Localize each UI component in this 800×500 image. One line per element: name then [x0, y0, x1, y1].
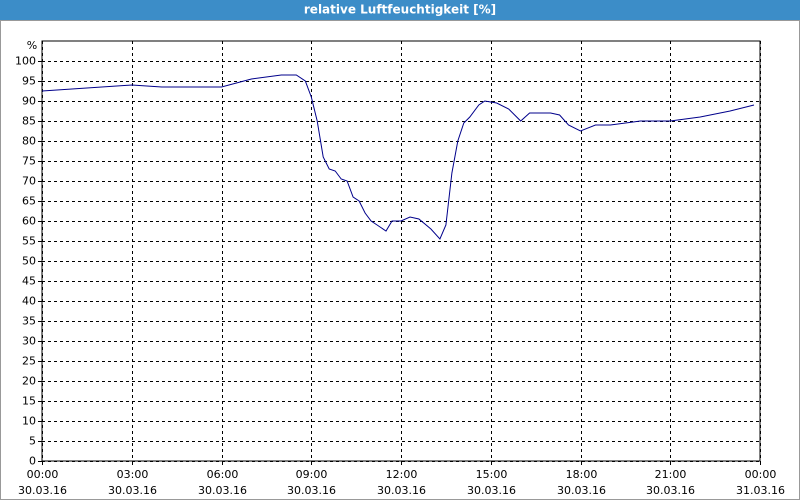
title-bar — [0, 0, 800, 20]
y-axis-label: % — [27, 39, 37, 52]
x-tick-date: 30.03.16 — [198, 484, 247, 497]
x-tick-date: 31.03.16 — [736, 484, 785, 497]
chart-title: relative Luftfeuchtigkeit [%] — [304, 3, 496, 17]
x-tick-date: 30.03.16 — [646, 484, 695, 497]
y-tick-label: 10 — [22, 415, 36, 428]
y-tick-label: 75 — [22, 155, 36, 168]
x-tick-date: 30.03.16 — [108, 484, 157, 497]
y-tick-label: 15 — [22, 395, 36, 408]
y-tick-label: 35 — [22, 315, 36, 328]
y-tick-label: 40 — [22, 295, 36, 308]
y-tick-label: 95 — [22, 75, 36, 88]
x-tick-label: 09:00 — [296, 468, 328, 481]
x-tick-label: 03:00 — [117, 468, 149, 481]
y-tick-label: 90 — [22, 95, 36, 108]
x-tick-date: 30.03.16 — [287, 484, 336, 497]
y-tick-label: 70 — [22, 175, 36, 188]
x-tick-date: 30.03.16 — [377, 484, 426, 497]
y-tick-label: 60 — [22, 215, 36, 228]
y-tick-label: 25 — [22, 355, 36, 368]
x-tick-date: 30.03.16 — [467, 484, 516, 497]
x-tick-label: 21:00 — [655, 468, 687, 481]
x-tick-label: 00:00 — [27, 468, 59, 481]
y-tick-label: 20 — [22, 375, 36, 388]
data-line — [41, 74, 755, 240]
x-tick-label: 00:00 — [745, 468, 777, 481]
x-tick-label: 18:00 — [566, 468, 598, 481]
x-tick-date: 30.03.16 — [18, 484, 67, 497]
y-tick-label: 0 — [29, 455, 36, 468]
x-tick-date: 30.03.16 — [557, 484, 606, 497]
y-tick-label: 5 — [29, 435, 36, 448]
y-tick-label: 30 — [22, 335, 36, 348]
y-tick-label: 100 — [15, 55, 36, 68]
y-tick-label: 80 — [22, 135, 36, 148]
x-tick-label: 06:00 — [207, 468, 239, 481]
y-tick-label: 85 — [22, 115, 36, 128]
y-tick-label: 65 — [22, 195, 36, 208]
y-tick-label: 45 — [22, 275, 36, 288]
x-tick-label: 12:00 — [386, 468, 418, 481]
y-tick-label: 50 — [22, 255, 36, 268]
y-tick-label: 55 — [22, 235, 36, 248]
x-tick-label: 15:00 — [476, 468, 508, 481]
